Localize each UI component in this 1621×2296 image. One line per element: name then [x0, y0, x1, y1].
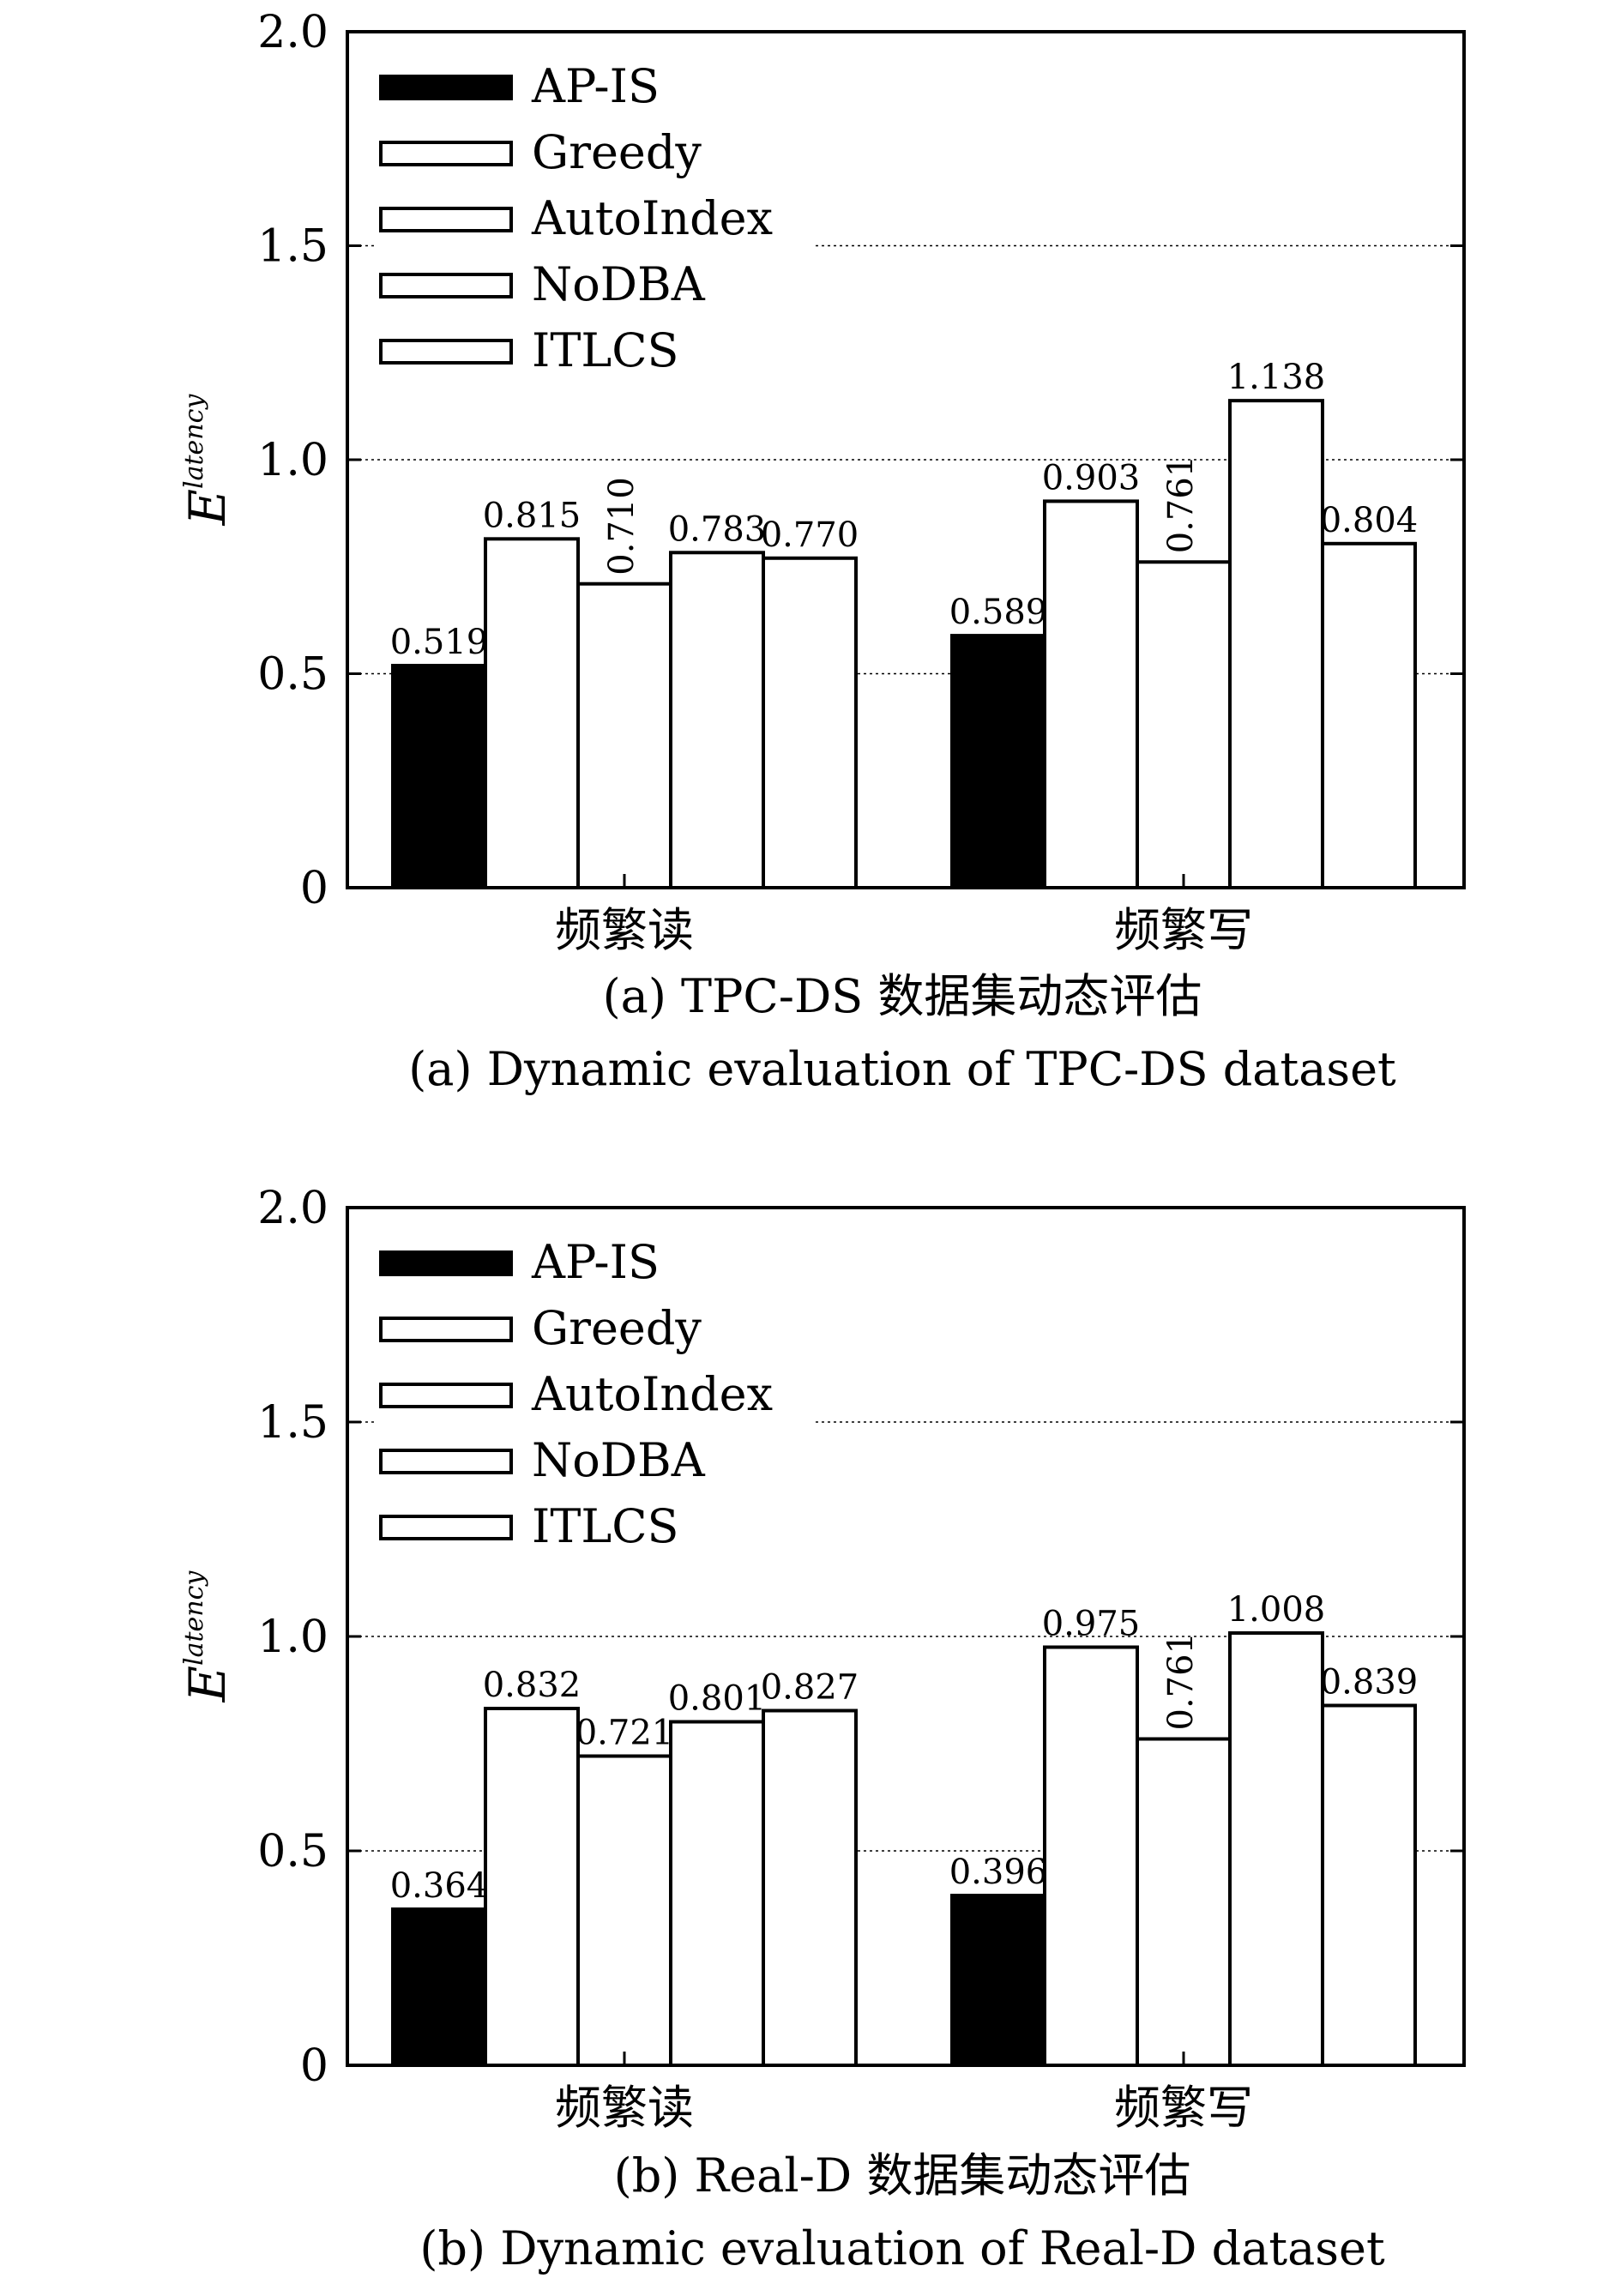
legend-swatch-itlcs — [379, 339, 513, 365]
bar-autoindex-1 — [576, 1754, 672, 2067]
legend-label-itlcs: ITLCS — [532, 1499, 679, 1553]
data-label: 0.396 — [949, 1853, 1048, 1892]
data-label: 0.519 — [390, 623, 489, 662]
legend-swatch-ap-is — [379, 1250, 513, 1276]
data-label: 0.721 — [575, 1714, 674, 1753]
bar-ap-is-2 — [950, 1894, 1046, 2067]
legend-swatch-itlcs — [379, 1515, 513, 1540]
legend-label-nodba: NoDBA — [532, 1433, 706, 1487]
x-category-label: 频繁写 — [1114, 2081, 1253, 2135]
data-label: 0.839 — [1320, 1663, 1419, 1702]
data-label: 0.804 — [1320, 501, 1419, 540]
legend-label-ap-is: AP-IS — [531, 1235, 660, 1289]
caption-en: (a) Dynamic evaluation of TPC-DS dataset — [408, 1042, 1396, 1096]
bar-ap-is-1 — [391, 664, 487, 889]
y-axis-label: Elatency — [178, 1570, 237, 1703]
bar-autoindex-1 — [576, 582, 672, 890]
bar-nodba-1 — [669, 1720, 765, 2067]
bar-greedy-2 — [1043, 499, 1139, 889]
bar-itlcs-2 — [1321, 1703, 1417, 2067]
data-label: 0.827 — [761, 1668, 859, 1708]
data-label: 0.710 — [602, 477, 642, 576]
legend-swatch-ap-is — [379, 75, 513, 100]
data-label: 0.364 — [390, 1866, 489, 1906]
x-category-label: 频繁写 — [1114, 903, 1253, 957]
legend-swatch-autoindex — [379, 1383, 513, 1408]
data-label: 1.008 — [1227, 1590, 1326, 1630]
y-axis-label: Elatency — [178, 394, 237, 527]
data-label: 0.975 — [1042, 1605, 1141, 1644]
legend-swatch-autoindex — [379, 207, 513, 232]
bar-autoindex-2 — [1136, 560, 1232, 889]
caption-en: (b) Dynamic evaluation of Real-D dataset — [419, 2221, 1385, 2275]
chart-panel-2: 0.364 0.396 0.832 0.975 0.721 0.761 0.801 1.008… — [178, 1183, 1466, 2275]
y-tick-label: 2.0 — [257, 7, 328, 58]
data-label: 0.801 — [668, 1679, 767, 1719]
legend-label-greedy: Greedy — [532, 1301, 702, 1355]
bar-nodba-1 — [669, 551, 765, 890]
legend-swatch-greedy — [379, 1317, 513, 1342]
bar-itlcs-1 — [762, 556, 858, 890]
bar-greedy-1 — [484, 1707, 580, 2067]
legend-label-greedy: Greedy — [532, 125, 702, 179]
y-tick-label: 2.0 — [257, 1183, 328, 1234]
legend-label-autoindex: AutoIndex — [531, 191, 773, 245]
data-label: 0.761 — [1161, 1632, 1201, 1731]
data-label: 1.138 — [1227, 358, 1326, 397]
data-label: 0.589 — [949, 593, 1048, 632]
legend-label-autoindex: AutoIndex — [531, 1367, 773, 1421]
y-tick-label: 1.5 — [257, 221, 328, 273]
data-label: 0.903 — [1042, 458, 1141, 497]
bar-nodba-2 — [1228, 399, 1324, 889]
bar-ap-is-2 — [950, 634, 1046, 889]
caption-zh: (b) Real-D 数据集动态评估 — [614, 2148, 1191, 2203]
bar-nodba-2 — [1228, 1631, 1324, 2067]
bar-greedy-1 — [484, 537, 580, 889]
bar-itlcs-2 — [1321, 541, 1417, 890]
y-tick-label: 1.0 — [257, 1612, 328, 1663]
y-tick-label: 1.0 — [257, 435, 328, 486]
data-label: 0.832 — [483, 1666, 582, 1705]
y-tick-label: 1.5 — [257, 1397, 328, 1449]
y-tick-label: 0.5 — [257, 1826, 328, 1877]
chart-panel-1: 0.519 0.589 0.815 0.903 0.710 0.761 0.783 1.138… — [178, 7, 1466, 1096]
data-label: 0.761 — [1161, 455, 1201, 554]
bar-ap-is-1 — [391, 1907, 487, 2067]
x-category-label: 频繁读 — [555, 2081, 694, 2135]
legend-label-itlcs: ITLCS — [532, 323, 679, 377]
bar-itlcs-1 — [762, 1708, 858, 2067]
y-tick-label: 0.5 — [257, 649, 328, 701]
y-tick-label: 0 — [300, 863, 328, 914]
data-label: 0.783 — [668, 509, 767, 549]
legend-swatch-nodba — [379, 1449, 513, 1474]
x-category-label: 频繁读 — [555, 903, 694, 957]
data-label: 0.770 — [761, 515, 859, 555]
bar-autoindex-2 — [1136, 1737, 1232, 2067]
caption-zh: (a) TPC-DS 数据集动态评估 — [603, 969, 1202, 1023]
legend-swatch-nodba — [379, 273, 513, 298]
legend-swatch-greedy — [379, 141, 513, 166]
data-label: 0.815 — [483, 496, 582, 535]
bar-greedy-2 — [1043, 1645, 1139, 2067]
y-tick-label: 0 — [300, 2040, 328, 2092]
legend-label-ap-is: AP-IS — [531, 59, 660, 113]
legend-label-nodba: NoDBA — [532, 257, 706, 311]
